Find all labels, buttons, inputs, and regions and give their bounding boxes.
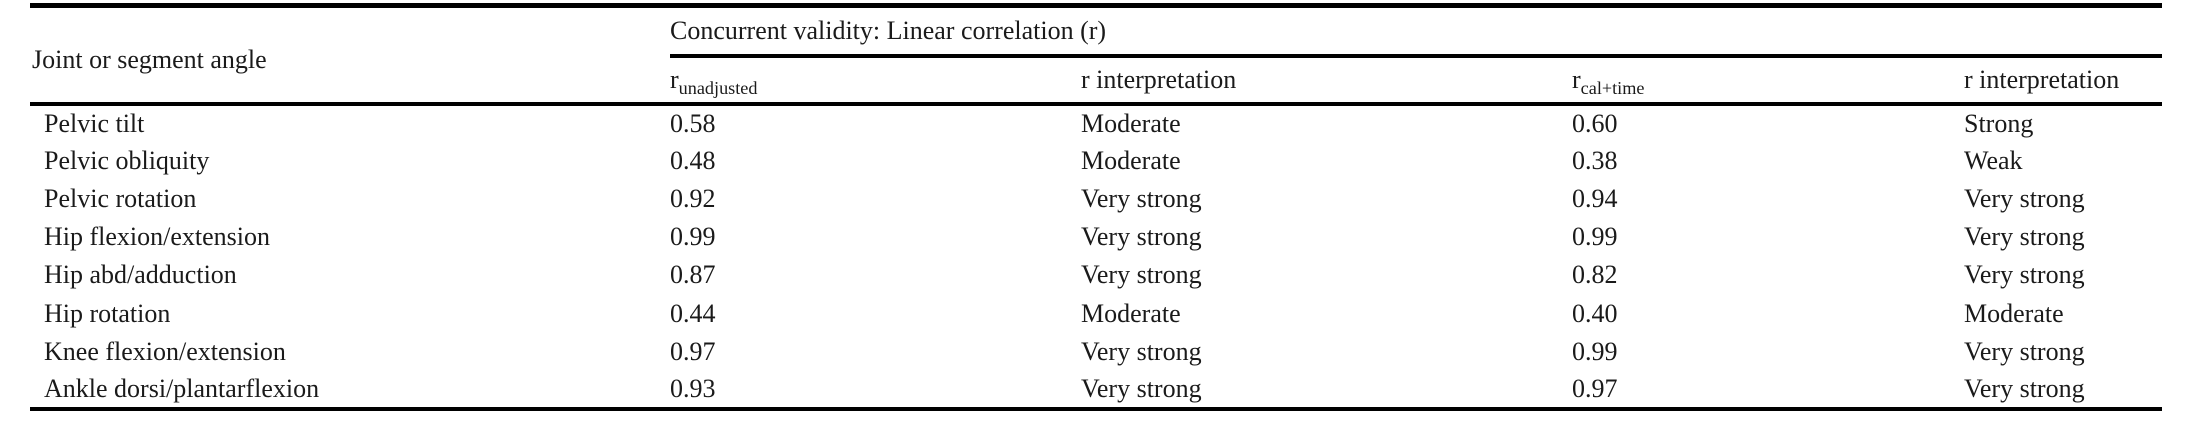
angle-cell: Hip rotation (44, 298, 171, 328)
interp-unadjusted-cell: Very strong (1081, 336, 1202, 366)
table-body: Pelvic tilt 0.58 Moderate 0.60 Strong Pe… (30, 104, 2162, 410)
interp-cal-time-cell: Moderate (1964, 298, 2064, 328)
r-cal-time-cell: 0.97 (1572, 373, 1618, 403)
angle-cell: Ankle dorsi/plantarflexion (44, 373, 320, 403)
r-cal-time-subscript: cal+time (1580, 77, 1645, 98)
r-cal-time-cell: 0.60 (1572, 108, 1618, 138)
r-cal-time-cell: 0.38 (1572, 145, 1618, 175)
column-group-header-concurrent-validity: Concurrent validity: Linear correlation … (670, 5, 2163, 58)
angle-cell: Pelvic obliquity (44, 145, 210, 175)
validity-table-container: Joint or segment angle Concurrent validi… (30, 3, 2163, 411)
r-cal-time-cell: 0.99 (1572, 222, 1618, 252)
r-unadjusted-subscript: unadjusted (678, 77, 758, 98)
table-row: Hip flexion/extension 0.99 Very strong 0… (30, 218, 2162, 256)
column-header-r-interpretation-cal-time: r interpretation (1964, 55, 2163, 106)
r-cal-time-cell: 0.94 (1572, 183, 1618, 213)
interp-cal-time-cell: Very strong (1964, 222, 2085, 252)
angle-cell: Knee flexion/extension (44, 336, 286, 366)
table-row: Pelvic rotation 0.92 Very strong 0.94 Ve… (30, 180, 2162, 218)
column-header-r-unadjusted: runadjusted (670, 55, 1081, 106)
table-header: Joint or segment angle Concurrent validi… (30, 5, 2163, 106)
header-sub-row: runadjusted r interpretation rcal+time r… (30, 55, 2163, 106)
r-unadjusted-base: r (670, 64, 679, 94)
angle-cell: Hip flexion/extension (44, 222, 271, 252)
table-row: Knee flexion/extension 0.97 Very strong … (30, 333, 2162, 371)
interp-cal-time-cell: Very strong (1964, 373, 2085, 403)
r-unadjusted-cell: 0.44 (670, 298, 716, 328)
r-unadjusted-cell: 0.99 (670, 222, 716, 252)
r-unadjusted-cell: 0.97 (670, 336, 716, 366)
table-row: Pelvic obliquity 0.48 Moderate 0.38 Weak (30, 142, 2162, 180)
table-row: Hip rotation 0.44 Moderate 0.40 Moderate (30, 294, 2162, 332)
angle-cell: Pelvic rotation (44, 183, 197, 213)
interp-cal-time-cell: Weak (1964, 145, 2023, 175)
interp-unadjusted-cell: Moderate (1081, 298, 1181, 328)
interp-unadjusted-cell: Moderate (1081, 108, 1181, 138)
r-unadjusted-cell: 0.93 (670, 373, 716, 403)
angle-cell: Hip abd/adduction (44, 260, 237, 290)
table-row: Hip abd/adduction 0.87 Very strong 0.82 … (30, 256, 2162, 294)
interp-cal-time-cell: Very strong (1964, 260, 2085, 290)
r-cal-time-cell: 0.82 (1572, 260, 1618, 290)
r-unadjusted-cell: 0.58 (670, 108, 716, 138)
column-header-r-interpretation-unadjusted: r interpretation (1081, 55, 1572, 106)
header-group-row: Joint or segment angle Concurrent validi… (30, 5, 2163, 106)
interp-unadjusted-cell: Very strong (1081, 260, 1202, 290)
interp-cal-time-cell: Strong (1964, 108, 2034, 138)
angle-cell: Pelvic tilt (44, 108, 145, 138)
interp-cal-time-cell: Very strong (1964, 336, 2085, 366)
r-unadjusted-cell: 0.87 (670, 260, 716, 290)
interp-unadjusted-cell: Very strong (1081, 222, 1202, 252)
table-row: Pelvic tilt 0.58 Moderate 0.60 Strong (30, 104, 2162, 142)
interp-unadjusted-cell: Moderate (1081, 145, 1181, 175)
r-unadjusted-cell: 0.48 (670, 145, 716, 175)
r-cal-time-cell: 0.40 (1572, 298, 1618, 328)
interp-unadjusted-cell: Very strong (1081, 183, 1202, 213)
table-row: Ankle dorsi/plantarflexion 0.93 Very str… (30, 371, 2162, 409)
column-header-r-cal-time: rcal+time (1572, 55, 1964, 106)
r-unadjusted-cell: 0.92 (670, 183, 716, 213)
interp-unadjusted-cell: Very strong (1081, 373, 1202, 403)
r-cal-time-cell: 0.99 (1572, 336, 1618, 366)
concurrent-validity-table: Joint or segment angle Concurrent validi… (30, 3, 2163, 411)
r-cal-time-base: r (1572, 64, 1581, 94)
interp-cal-time-cell: Very strong (1964, 183, 2085, 213)
column-header-joint-or-segment-angle: Joint or segment angle (30, 5, 670, 106)
